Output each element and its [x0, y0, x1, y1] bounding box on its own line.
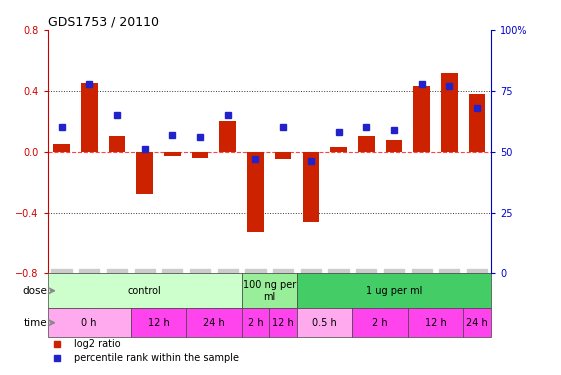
- Text: log2 ratio: log2 ratio: [74, 339, 121, 349]
- Bar: [297, 273, 491, 308]
- Bar: [242, 273, 297, 308]
- Text: 0.5 h: 0.5 h: [312, 318, 337, 328]
- Bar: [469, 94, 485, 152]
- Bar: [413, 86, 430, 152]
- Bar: [408, 308, 463, 338]
- Bar: [297, 308, 352, 338]
- Text: 24 h: 24 h: [466, 318, 488, 328]
- Text: 24 h: 24 h: [203, 318, 225, 328]
- Text: control: control: [128, 286, 162, 296]
- Bar: [441, 73, 458, 152]
- Bar: [302, 152, 319, 222]
- Text: 2 h: 2 h: [247, 318, 263, 328]
- Text: 12 h: 12 h: [148, 318, 169, 328]
- Text: 0 h: 0 h: [81, 318, 97, 328]
- Bar: [385, 140, 402, 152]
- Bar: [53, 144, 70, 152]
- Text: percentile rank within the sample: percentile rank within the sample: [74, 354, 240, 363]
- Bar: [275, 152, 292, 159]
- Bar: [330, 147, 347, 152]
- Bar: [219, 121, 236, 152]
- Text: 2 h: 2 h: [373, 318, 388, 328]
- Bar: [247, 152, 264, 232]
- Text: dose: dose: [23, 286, 48, 296]
- Bar: [109, 136, 125, 152]
- Bar: [81, 83, 98, 152]
- Bar: [269, 308, 297, 338]
- Bar: [352, 308, 408, 338]
- Text: GDS1753 / 20110: GDS1753 / 20110: [48, 16, 159, 29]
- Text: time: time: [24, 318, 48, 328]
- Text: 100 ng per
ml: 100 ng per ml: [243, 280, 296, 302]
- Bar: [463, 308, 491, 338]
- Bar: [131, 308, 186, 338]
- Text: 12 h: 12 h: [272, 318, 294, 328]
- Text: 12 h: 12 h: [425, 318, 447, 328]
- Bar: [192, 152, 208, 158]
- Bar: [186, 308, 242, 338]
- Bar: [242, 308, 269, 338]
- Bar: [358, 136, 375, 152]
- Bar: [48, 308, 131, 338]
- Bar: [48, 273, 242, 308]
- Bar: [164, 152, 181, 156]
- Bar: [136, 152, 153, 194]
- Text: 1 ug per ml: 1 ug per ml: [366, 286, 422, 296]
